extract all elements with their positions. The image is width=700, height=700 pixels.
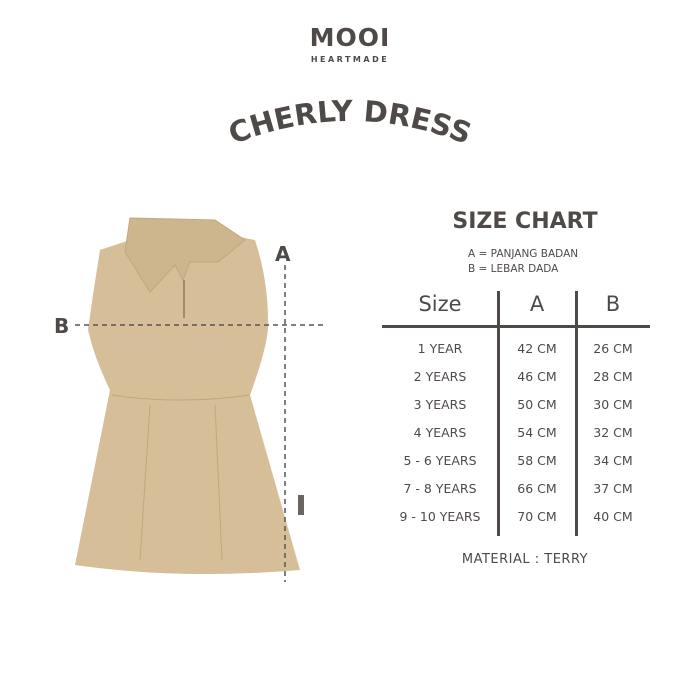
length-cell: 46 CM [517,369,557,384]
size-cell: 5 - 6 YEARS [403,453,477,468]
width-cell: 32 CM [593,425,633,440]
width-cell: 40 CM [593,509,633,524]
header-b: B [605,292,621,316]
length-cell: 50 CM [517,397,557,412]
product-title: CHERLY DRESS [224,94,476,151]
brand-tagline: HEARTMADE [310,55,390,64]
width-cell: 30 CM [593,397,633,412]
width-cell: 37 CM [593,481,633,496]
size-cell: 2 YEARS [413,369,467,384]
size-cell: 4 YEARS [413,425,467,440]
width-cell: 26 CM [593,341,633,356]
size-cell: 1 YEAR [417,341,463,356]
width-cell: 28 CM [593,369,633,384]
length-cell: 54 CM [517,425,557,440]
header-size: Size [418,292,462,316]
length-cell: 70 CM [517,509,557,524]
length-cell: 58 CM [517,453,557,468]
dimension-label-a: A [275,242,291,266]
size-chart-title: SIZE CHART [452,209,598,234]
length-cell: 42 CM [517,341,557,356]
material-note: MATERIAL : TERRY [461,552,589,567]
product-title-text: CHERLY DRESS [224,94,476,151]
dimension-label-b: B [54,314,70,338]
dress-image [75,217,304,574]
legend-a: A = PANJANG BADAN [468,248,579,260]
brand-logo: MOOI [309,23,391,52]
size-cell: 3 YEARS [413,397,467,412]
legend-b: B = LEBAR DADA [468,263,559,275]
table-divider [382,325,650,328]
column-divider [497,291,500,536]
header-a: A [529,292,545,316]
column-divider [575,291,578,536]
size-cell: 9 - 10 YEARS [399,509,481,524]
size-cell: 7 - 8 YEARS [403,481,477,496]
length-cell: 66 CM [517,481,557,496]
width-cell: 34 CM [593,453,633,468]
